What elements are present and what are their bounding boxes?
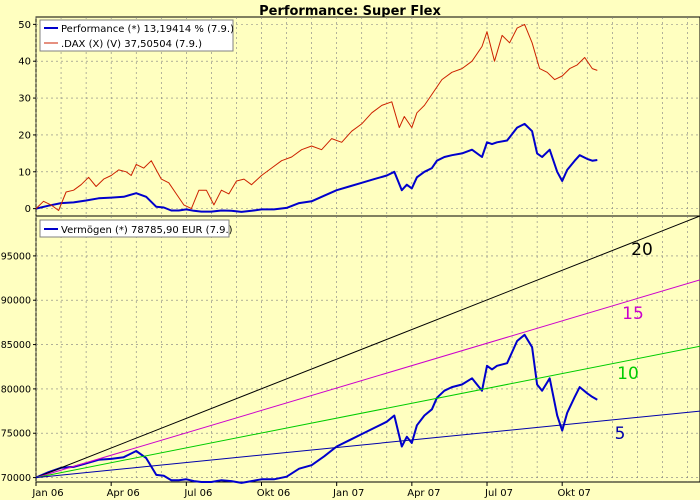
bottom-panel: 70000 75000 80000 85000 90000 95000 20 15 10 5 V… <box>1 215 700 484</box>
reference-line-labels: 20 15 10 5 <box>615 240 653 444</box>
legend-dax-label: .DAX (X) (V) 37,50504 (7.9.) <box>61 39 202 50</box>
legend-vermoegen-label: Vermögen (*) 78785,90 EUR (7.9.) <box>61 225 233 236</box>
bottom-legend: Vermögen (*) 78785,90 EUR (7.9.) <box>39 219 233 238</box>
reference-label-20: 20 <box>631 240 653 260</box>
x-tick-label: Jan 06 <box>31 488 63 499</box>
y-tick-label: 50 <box>18 20 31 31</box>
chart-title: Performance: Super Flex <box>259 4 441 19</box>
reference-label-5: 5 <box>615 424 626 444</box>
y-tick-label: 80000 <box>1 384 31 395</box>
y-tick-label: 0 <box>25 204 31 215</box>
reference-label-15: 15 <box>622 304 644 324</box>
top-legend: Performance (*) 13,19414 % (7.9.) .DAX (… <box>39 19 234 52</box>
y-tick-label: 10 <box>18 167 31 178</box>
series-line-ref20 <box>35 215 700 479</box>
legend-performance-label: Performance (*) 13,19414 % (7.9.) <box>61 24 234 35</box>
series-line-vermoegen <box>35 333 598 484</box>
top-series <box>35 23 598 213</box>
y-tick-label: 30 <box>18 94 31 105</box>
x-tick-label: Apr 07 <box>407 488 440 499</box>
series-line-dax <box>35 23 598 211</box>
bottom-series <box>35 215 700 484</box>
x-tick-label: Jul 06 <box>183 488 212 499</box>
x-tick-label: Jul 07 <box>484 488 513 499</box>
top-legend-box <box>39 19 234 52</box>
y-tick-label: 70000 <box>1 473 31 484</box>
reference-label-10: 10 <box>617 364 639 384</box>
x-axis: Jan 06 Apr 06 Jul 06 Okt 06 Jan 07 Apr 07 Jul … <box>31 482 591 499</box>
y-tick-label: 20 <box>18 130 31 141</box>
y-tick-label: 95000 <box>1 251 31 262</box>
series-line-ref15 <box>35 279 700 479</box>
series-line-ref10 <box>35 345 700 479</box>
x-tick-label: Jan 07 <box>332 488 364 499</box>
top-y-axis: 0 10 20 30 40 50 <box>18 20 36 215</box>
y-tick-label: 85000 <box>1 340 31 351</box>
y-tick-label: 40 <box>18 57 31 68</box>
y-tick-label: 75000 <box>1 429 31 440</box>
x-tick-label: Okt 06 <box>257 488 291 499</box>
y-tick-label: 90000 <box>1 296 31 307</box>
bottom-legend-box <box>39 219 230 238</box>
x-tick-label: Apr 06 <box>107 488 140 499</box>
top-panel: 0 10 20 30 40 50 Performance (*) 13,19414 % (… <box>18 16 700 217</box>
x-tick-label: Okt 07 <box>557 488 591 499</box>
bottom-y-axis: 70000 75000 80000 85000 90000 95000 <box>1 251 36 484</box>
series-line-ref5 <box>35 410 700 479</box>
series-line-performance <box>35 122 598 213</box>
bottom-plot-area <box>35 215 700 483</box>
